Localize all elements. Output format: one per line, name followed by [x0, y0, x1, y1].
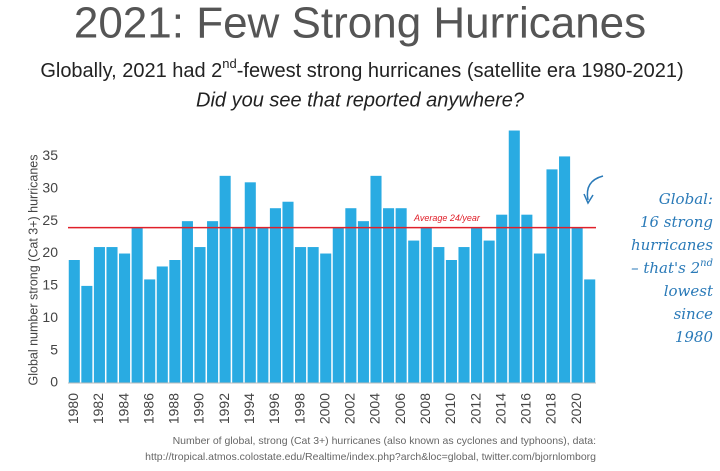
x-tick-label: 2004 [367, 393, 383, 424]
bar [320, 253, 332, 383]
annotation-sup: nd [700, 258, 713, 269]
bar [131, 227, 143, 383]
annotation-text: – that's 2 [631, 259, 700, 277]
y-tick-label: 25 [42, 212, 58, 228]
bar [257, 227, 269, 383]
bar [496, 214, 508, 383]
x-tick-label: 1992 [216, 393, 232, 424]
y-tick-label: 0 [50, 374, 58, 390]
x-tick-label: 2002 [342, 393, 358, 424]
bar [307, 247, 319, 383]
annotation-text: Global: [659, 190, 713, 208]
bar [395, 208, 407, 383]
bar [119, 253, 131, 383]
bar [483, 240, 495, 383]
bar [559, 156, 571, 383]
annotation-line: lowest [664, 282, 714, 300]
annotation-arrowhead [583, 193, 594, 205]
bar [106, 247, 118, 383]
bar [357, 221, 369, 383]
x-tick-label: 2020 [568, 393, 584, 424]
bar [508, 130, 520, 383]
bar [295, 247, 307, 383]
bar [68, 260, 80, 383]
x-tick-label: 1998 [291, 393, 307, 424]
x-tick-label: 1988 [166, 393, 182, 424]
annotation-arrow [586, 175, 604, 201]
x-tick-label: 2016 [518, 393, 534, 424]
footnote: http://tropical.atmos.colostate.edu/Real… [145, 451, 596, 463]
bar [219, 175, 231, 383]
bar [332, 227, 344, 383]
bar [181, 221, 193, 383]
annotation-text: 1980 [675, 328, 714, 346]
x-tick-label: 1982 [90, 393, 106, 424]
bar [207, 221, 219, 383]
bar [370, 175, 382, 383]
annotation-line: since [674, 305, 714, 323]
bar [521, 214, 533, 383]
x-tick-label: 1986 [140, 393, 156, 424]
subtitle-sup: nd [222, 56, 236, 71]
bar [458, 247, 470, 383]
x-tick-label: 1994 [241, 393, 257, 424]
annotation-text: hurricanes [631, 236, 713, 254]
annotation-line: 1980 [675, 328, 714, 346]
bar [93, 247, 105, 383]
bar [533, 253, 545, 383]
chart-subtitle: Globally, 2021 had 2nd-fewest strong hur… [40, 56, 683, 82]
bar [445, 260, 457, 383]
subtitle-text: Globally, 2021 had 2 [40, 60, 222, 82]
bar [81, 285, 93, 383]
bar [345, 208, 357, 383]
bar [244, 182, 256, 383]
annotation-line: hurricanes [631, 236, 713, 254]
bar [169, 260, 181, 383]
x-tick-label: 2010 [442, 393, 458, 424]
x-tick-label: 2006 [392, 393, 408, 424]
y-tick-label: 20 [42, 244, 58, 260]
annotation-line: Global: [659, 190, 713, 208]
bar [232, 227, 244, 383]
annotation-text: lowest [664, 282, 714, 300]
bar [194, 247, 206, 383]
annotation-text: since [674, 305, 714, 323]
y-tick-label: 5 [50, 341, 58, 357]
y-tick-label: 10 [42, 309, 58, 325]
x-tick-label: 1980 [65, 393, 81, 424]
x-tick-label: 2008 [417, 393, 433, 424]
y-tick-label: 30 [42, 179, 58, 195]
y-tick-label: 15 [42, 277, 58, 293]
bar [571, 227, 583, 383]
chart-title: 2021: Few Strong Hurricanes [74, 0, 646, 48]
bar [433, 247, 445, 383]
y-axis-label: Global number strong (Cat 3+) hurricanes [26, 154, 40, 385]
bar [156, 266, 168, 383]
bar [282, 201, 294, 383]
bar [420, 227, 432, 383]
x-tick-label: 1990 [191, 393, 207, 424]
bar [584, 279, 596, 383]
chart-question: Did you see that reported anywhere? [196, 89, 525, 111]
x-tick-label: 2012 [467, 393, 483, 424]
x-tick-label: 1996 [266, 393, 282, 424]
average-label: Average 24/year [413, 213, 481, 223]
annotation-text: 16 strong [640, 213, 713, 231]
y-tick-label: 35 [42, 147, 58, 163]
bar [144, 279, 156, 383]
subtitle-text: -fewest strong hurricanes (satellite era… [237, 60, 684, 82]
x-tick-label: 2018 [543, 393, 559, 424]
x-tick-label: 2014 [492, 393, 508, 424]
x-tick-label: 2000 [316, 393, 332, 424]
bar [471, 227, 483, 383]
bar [546, 169, 558, 383]
annotation-line: – that's 2nd [631, 258, 713, 277]
annotation-line: 16 strong [640, 213, 713, 231]
footnote: Number of global, strong (Cat 3+) hurric… [173, 435, 596, 447]
bar [269, 208, 281, 383]
bar [408, 240, 420, 383]
x-tick-label: 1984 [115, 393, 131, 424]
bar [383, 208, 395, 383]
